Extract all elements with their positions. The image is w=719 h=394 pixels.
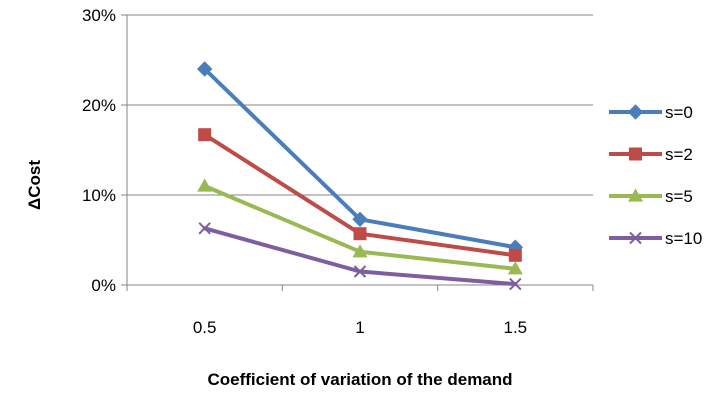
series-s-10 bbox=[198, 222, 522, 291]
gridlines bbox=[127, 14, 593, 196]
y-axis-title: ΔCost bbox=[25, 160, 44, 210]
x-tick-label: 0.5 bbox=[193, 318, 217, 337]
x-tick-label: 1 bbox=[355, 318, 364, 337]
y-tick-label: 30% bbox=[82, 6, 116, 25]
diamond-marker bbox=[352, 211, 368, 228]
series-s-2 bbox=[198, 128, 522, 262]
triangle-marker bbox=[628, 188, 643, 202]
triangle-marker bbox=[352, 244, 368, 258]
y-tick-label: 0% bbox=[91, 276, 116, 295]
legend-entry: s=0 bbox=[609, 103, 693, 122]
series-s-0 bbox=[196, 61, 524, 255]
triangle-marker bbox=[507, 261, 523, 275]
x-marker bbox=[353, 265, 367, 278]
legend: s=0 s=2 s=5 s=10 bbox=[609, 103, 702, 248]
triangle-marker bbox=[197, 178, 213, 192]
x-axis-title: Coefficient of variation of the demand bbox=[207, 370, 512, 389]
series-s-5 bbox=[197, 178, 523, 275]
legend-label: s=10 bbox=[665, 229, 702, 248]
diamond-marker bbox=[627, 104, 644, 120]
square-marker bbox=[508, 248, 522, 262]
x-marker bbox=[629, 231, 642, 245]
square-marker bbox=[353, 227, 367, 241]
legend-entry: s=10 bbox=[609, 229, 702, 248]
legend-entry: s=2 bbox=[609, 145, 693, 164]
legend-entry: s=5 bbox=[609, 187, 693, 206]
diamond-marker bbox=[196, 61, 213, 77]
legend-label: s=5 bbox=[665, 187, 693, 206]
square-marker bbox=[198, 128, 212, 142]
legend-label: s=0 bbox=[665, 103, 693, 122]
square-marker bbox=[629, 147, 642, 161]
x-marker bbox=[509, 277, 522, 291]
legend-label: s=2 bbox=[665, 145, 693, 164]
series-lines bbox=[196, 61, 524, 291]
x-tick-label: 1.5 bbox=[504, 318, 528, 337]
x-marker bbox=[198, 222, 211, 235]
tick-labels: 0% 10% 20% 30% 0.5 1 1.5 bbox=[82, 6, 527, 337]
y-tick-label: 10% bbox=[82, 186, 116, 205]
y-tick-label: 20% bbox=[82, 96, 116, 115]
